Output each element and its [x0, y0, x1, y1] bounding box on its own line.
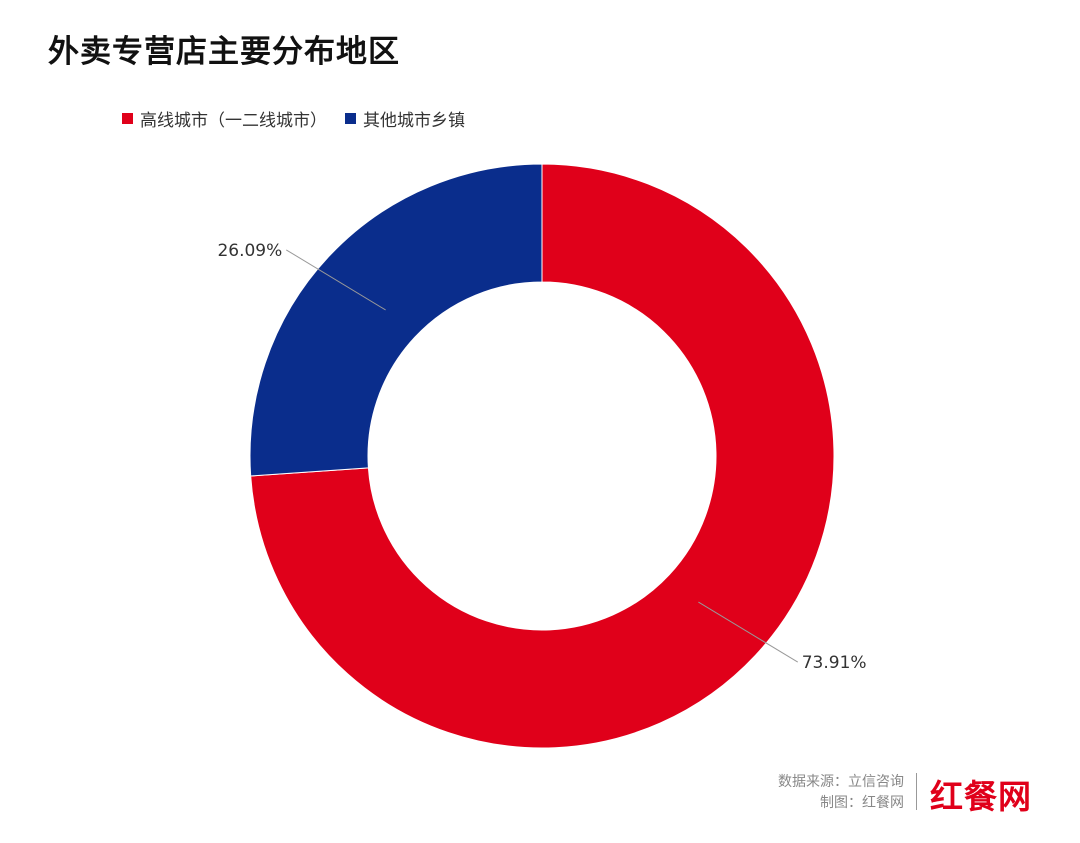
- data-label-high-tier: 73.91%: [802, 653, 867, 673]
- leader-line-high-tier: [698, 601, 798, 663]
- credit-text: 制图：红餐网: [820, 795, 904, 811]
- source-block: 数据来源：立信咨询 制图：红餐网: [778, 772, 904, 814]
- donut-slice-high-tier: [250, 163, 835, 749]
- legend-swatch-high-tier: [122, 113, 133, 124]
- legend-item-high-tier: 高线城市（一二线城市）: [122, 106, 327, 131]
- data-label-other: 26.09%: [217, 241, 282, 261]
- chart-title: 外卖专营店主要分布地区: [48, 34, 400, 70]
- divider: [916, 773, 917, 810]
- data-labels: 73.91% 26.09%: [217, 241, 866, 673]
- donut-slices: [249, 163, 835, 749]
- leader-lines: [286, 249, 798, 663]
- legend-swatch-other: [345, 113, 356, 124]
- brand-logo: 红餐网: [930, 777, 1032, 816]
- leader-line-other: [286, 249, 386, 311]
- legend-label-other: 其他城市乡镇: [363, 111, 465, 131]
- donut-slice-other: [249, 163, 543, 477]
- legend-item-other: 其他城市乡镇: [345, 106, 465, 131]
- source-text: 数据来源：立信咨询: [778, 774, 904, 790]
- legend-label-high-tier: 高线城市（一二线城市）: [140, 111, 327, 131]
- legend: 高线城市（一二线城市） 其他城市乡镇: [122, 106, 465, 131]
